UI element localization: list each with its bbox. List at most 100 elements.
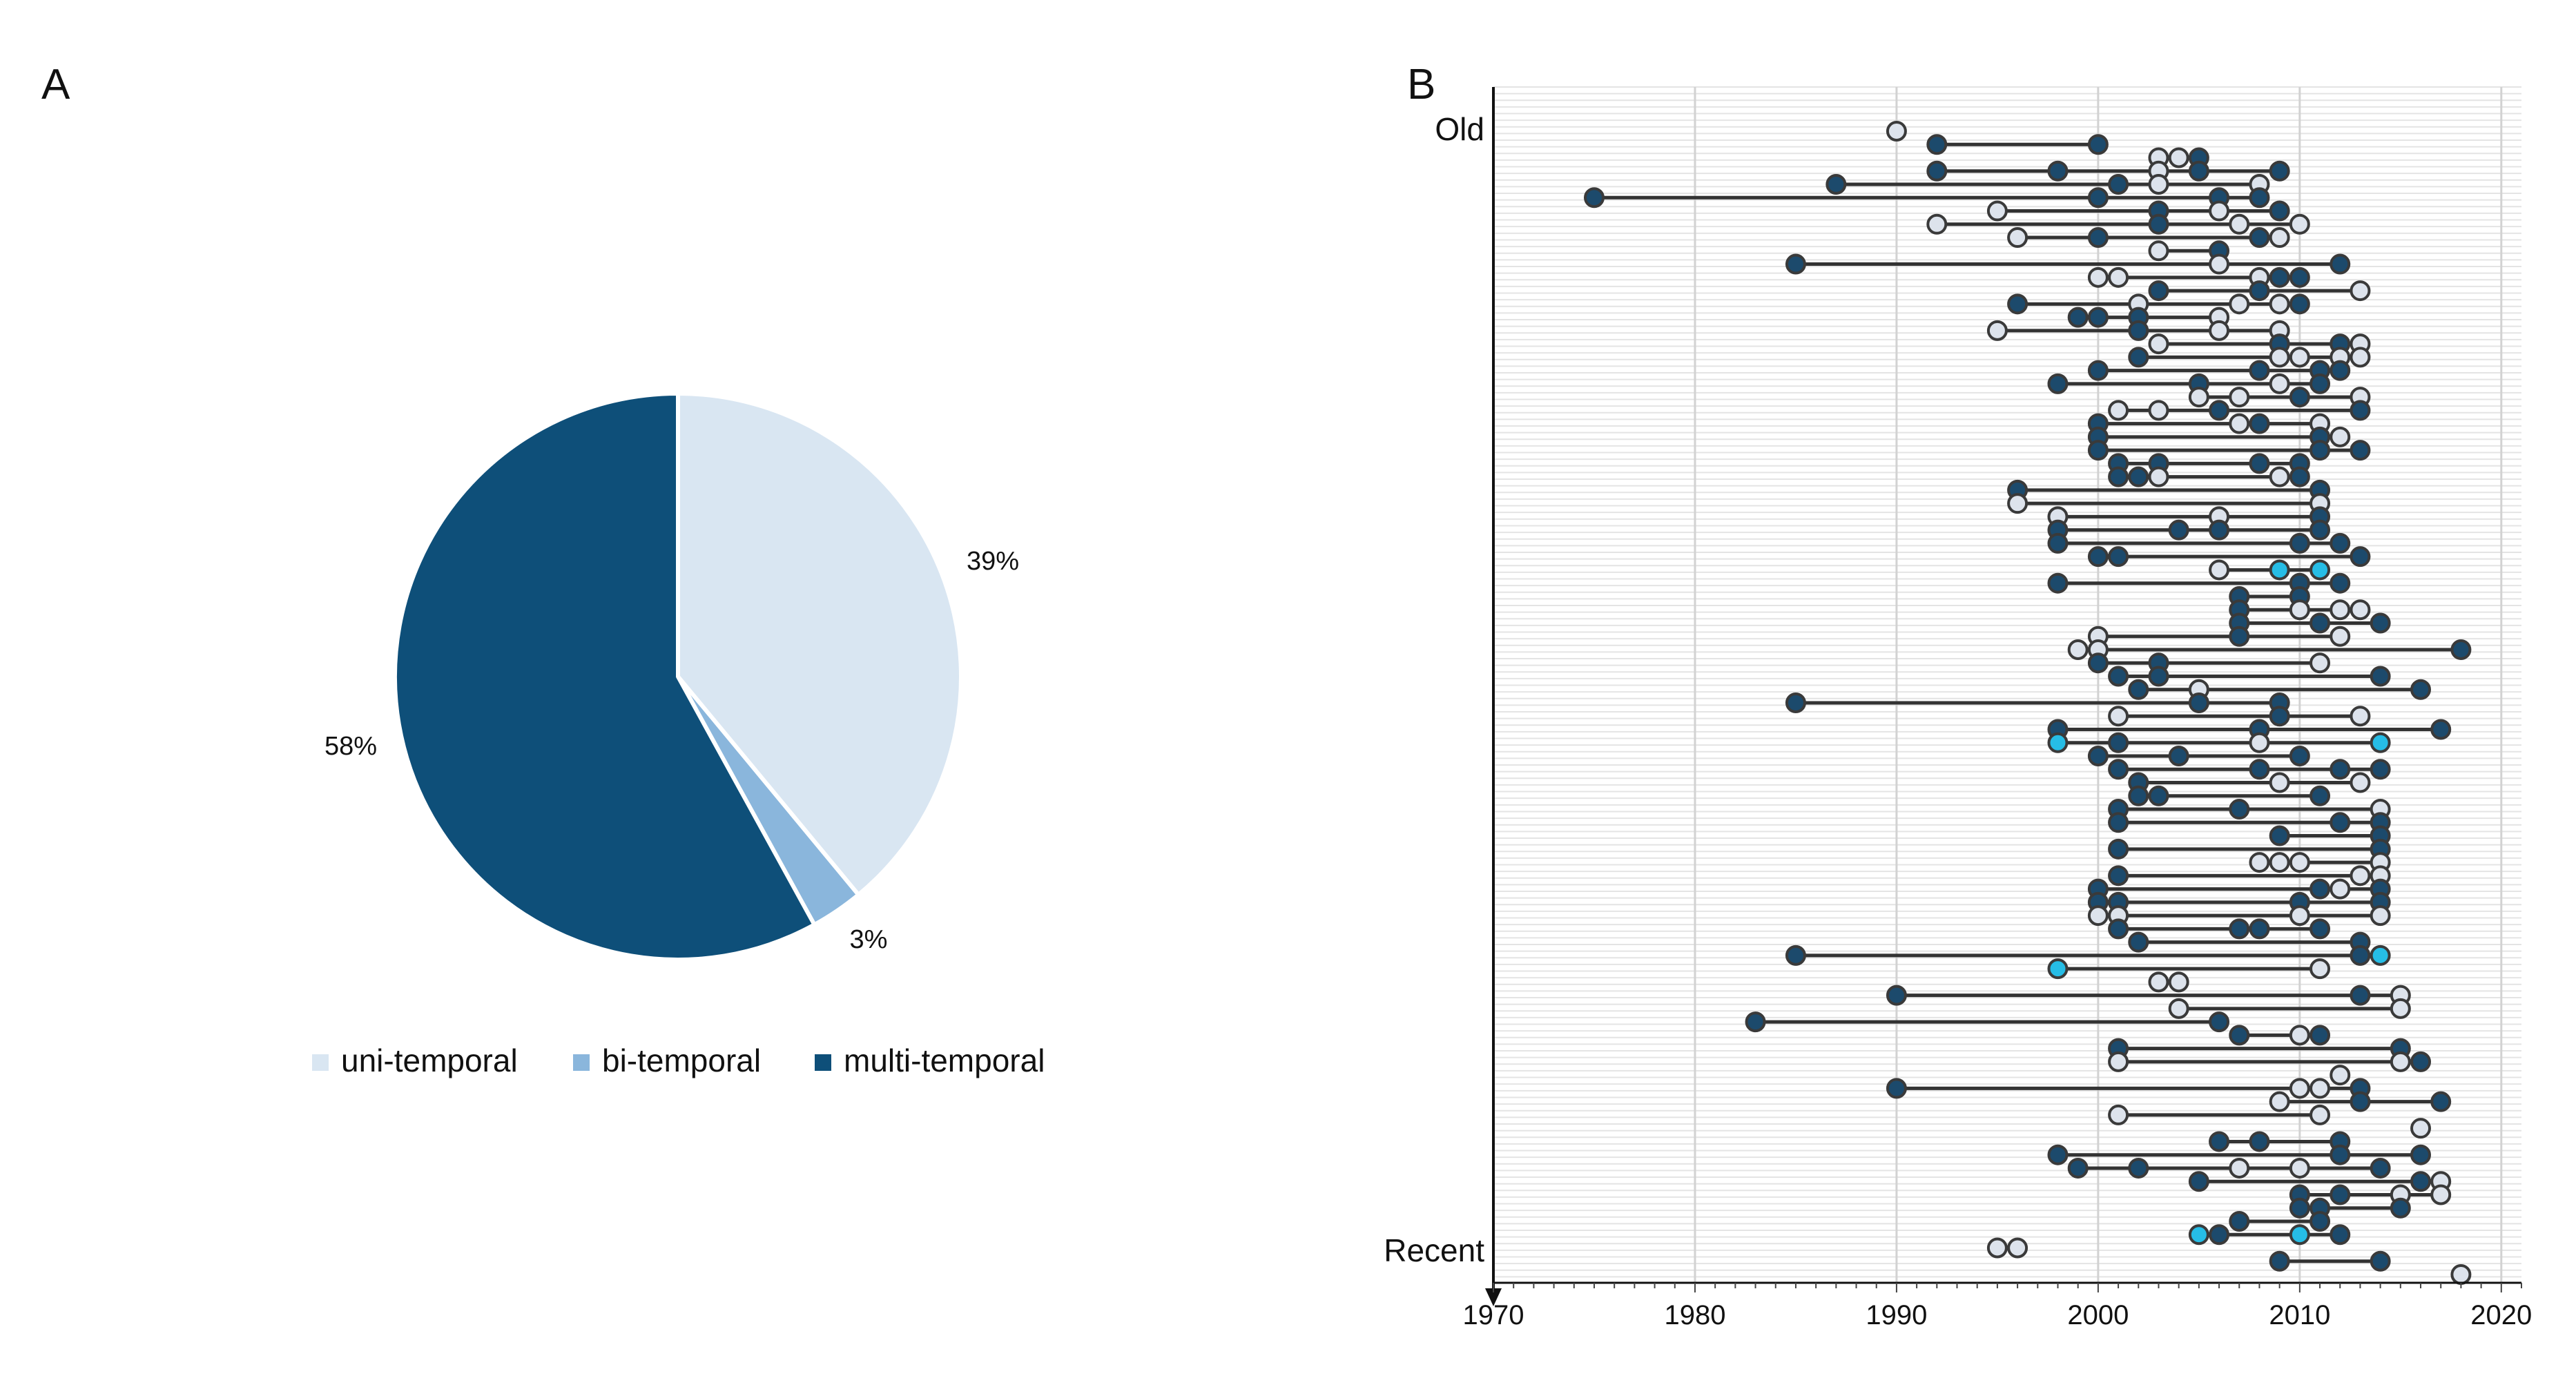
data-point — [2370, 666, 2391, 687]
timeline-chart: 1970 1980 1990 2000 2010 2020 Old Recent — [1384, 86, 2532, 1330]
legend-swatch — [815, 1054, 831, 1071]
pie-slice-uni-temporal — [676, 391, 963, 897]
y-top-label: Old — [1435, 111, 1484, 147]
data-point — [2209, 200, 2230, 222]
timeline-row — [1886, 121, 1907, 142]
timeline-row — [2148, 971, 2189, 993]
timeline-row — [1886, 1078, 2371, 1099]
timeline-row — [2047, 373, 2331, 394]
data-point — [2229, 1157, 2250, 1179]
timeline-row — [1926, 213, 2310, 235]
data-point — [2269, 706, 2290, 727]
data-point — [2108, 1051, 2129, 1072]
data-point — [2249, 227, 2270, 249]
timeline-row — [2229, 599, 2371, 621]
data-point — [2047, 732, 2069, 753]
data-point — [2108, 174, 2129, 195]
legend-label: bi-temporal — [602, 1043, 761, 1078]
timeline-row — [1583, 187, 2270, 209]
data-point — [2390, 1051, 2411, 1072]
data-point — [2209, 320, 2230, 341]
timeline-row — [2047, 572, 2351, 594]
data-point — [2370, 944, 2391, 966]
timeline-row — [2128, 785, 2331, 806]
data-point — [2249, 187, 2270, 209]
pie-slice-multi-temporal — [393, 391, 817, 962]
data-point — [1785, 944, 1806, 966]
data-point — [2209, 1131, 2230, 1152]
data-point — [2370, 759, 2391, 780]
data-point — [2309, 1104, 2331, 1125]
data-point — [2289, 1157, 2310, 1179]
pie-chart: 39% 3% 58% — [325, 391, 1019, 962]
data-point — [1826, 174, 1847, 195]
data-point — [2430, 1184, 2452, 1205]
data-point — [2370, 1250, 2391, 1272]
data-point — [2108, 267, 2129, 288]
data-point — [2330, 1065, 2351, 1086]
data-point — [2350, 440, 2371, 461]
data-point — [2330, 812, 2351, 833]
data-point — [2067, 639, 2089, 660]
data-point — [2410, 1144, 2432, 1165]
data-point — [2108, 865, 2129, 886]
timeline-row — [2047, 719, 2452, 740]
data-point — [2289, 1197, 2310, 1219]
data-point — [2047, 1144, 2069, 1165]
timeline-row — [1926, 160, 2290, 182]
legend-swatch — [573, 1054, 590, 1071]
data-point — [2188, 387, 2209, 408]
data-point — [2269, 160, 2290, 182]
data-point — [2330, 532, 2351, 554]
data-point — [2330, 599, 2351, 621]
timeline-row — [2047, 732, 2391, 753]
data-point — [2209, 1011, 2230, 1033]
data-point — [2330, 878, 2351, 900]
data-point — [2410, 1118, 2432, 1139]
data-point — [2128, 931, 2149, 953]
data-point — [2087, 134, 2109, 155]
timeline-rows — [1583, 121, 2472, 1285]
timeline-row — [1986, 1237, 2028, 1259]
timeline-axes: 1970 1980 1990 2000 2010 2020 Old Recent — [1384, 87, 2532, 1330]
data-point — [2148, 240, 2169, 262]
timeline-row — [2128, 931, 2371, 953]
timeline-row — [2108, 1104, 2331, 1125]
data-point — [2108, 466, 2129, 487]
timeline-row — [1785, 253, 2351, 275]
data-point — [2007, 227, 2028, 249]
timeline-row — [2067, 307, 2230, 328]
data-point — [1886, 121, 1907, 142]
timeline-row — [2087, 546, 2371, 568]
data-point — [2087, 440, 2109, 461]
data-point — [2289, 347, 2310, 368]
data-point — [2330, 1184, 2351, 1205]
timeline-gridlines — [1493, 86, 2521, 1283]
timeline-row — [1785, 692, 2290, 713]
data-point — [2309, 612, 2331, 634]
data-point — [2309, 958, 2331, 980]
data-point — [2108, 706, 2129, 727]
timeline-row — [2188, 1171, 2452, 1192]
timeline-row — [2168, 998, 2411, 1019]
timeline-row — [2108, 1038, 2411, 1059]
data-point — [2148, 213, 2169, 235]
data-point — [2330, 360, 2351, 381]
timeline-row — [1986, 200, 2290, 222]
data-point — [2370, 612, 2391, 634]
timeline-row — [2269, 1250, 2391, 1272]
timeline-row — [1745, 1011, 2230, 1033]
data-point — [2209, 559, 2230, 581]
data-point — [2309, 1078, 2331, 1099]
timeline-row — [2269, 825, 2391, 846]
data-point — [2289, 532, 2310, 554]
data-point — [2450, 639, 2472, 660]
data-point — [2007, 1237, 2028, 1259]
x-tick-label: 1990 — [1866, 1300, 1927, 1330]
data-point — [2249, 852, 2270, 873]
timeline-row — [2108, 838, 2391, 860]
legend-label: multi-temporal — [844, 1043, 1045, 1078]
data-point — [2269, 1091, 2290, 1112]
timeline-row — [2047, 519, 2331, 541]
data-point — [2410, 1051, 2432, 1072]
